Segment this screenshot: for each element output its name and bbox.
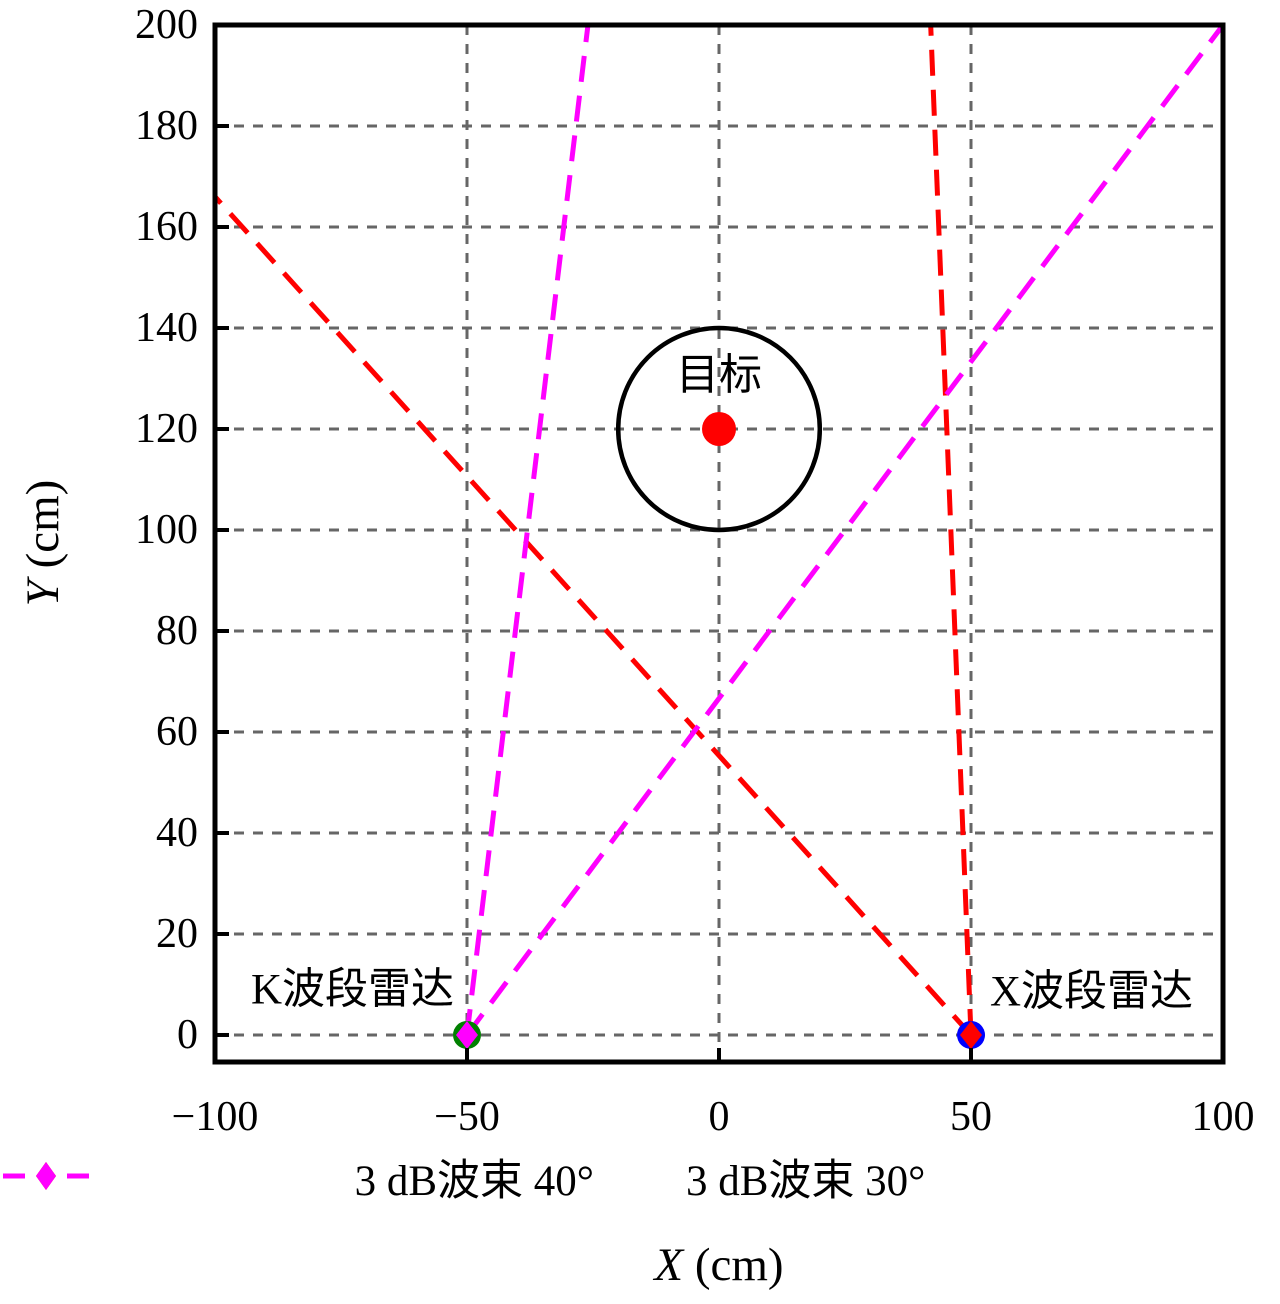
k-band-radar-label: K波段雷达	[251, 966, 454, 1013]
x-axis-variable: X	[654, 1239, 684, 1291]
y-tick-label: 40	[156, 810, 198, 856]
x-tick-label: −50	[434, 1094, 500, 1140]
beam-origin-diamond-40deg	[960, 1020, 982, 1049]
legend-entry-40deg: 3 dB波束 40°	[3, 1158, 594, 1205]
legend-entry-30deg: 3 dB波束 30°	[3, 1158, 926, 1205]
y-tick-label: 160	[135, 204, 198, 250]
legend-diamond-icon	[36, 1162, 56, 1190]
y-axis-unit: (cm)	[17, 479, 70, 569]
y-axis-variable: Y	[17, 580, 70, 607]
target-circle	[615, 325, 823, 533]
target-label: 目标	[676, 352, 762, 399]
x-tick-label: 100	[1192, 1094, 1255, 1140]
beam-line-40deg	[213, 195, 973, 1037]
x-axis-unit: (cm)	[694, 1239, 784, 1291]
beam-line-30deg	[464, 23, 1226, 1037]
y-tick-label: 140	[135, 305, 198, 351]
legend-line-sample	[3, 1162, 89, 1190]
y-tick-label: 200	[135, 2, 198, 48]
y-tick-label: 180	[135, 103, 198, 149]
legend-label: 3 dB波束 40°	[354, 1158, 594, 1205]
beam-line-40deg	[928, 24, 974, 1036]
x-axis-title: X (cm)	[215, 1239, 1223, 1292]
beam-line-30deg	[464, 24, 591, 1036]
y-tick-label: 60	[156, 709, 198, 755]
x-tick-label: 50	[950, 1094, 992, 1140]
legend: 3 dB波束 40° 3 dB波束 30°	[0, 1160, 1280, 1203]
legend-label: 3 dB波束 30°	[686, 1158, 926, 1205]
x-tick-label: 0	[709, 1094, 730, 1140]
y-tick-label: 20	[156, 911, 198, 957]
y-tick-label: 100	[135, 507, 198, 553]
y-axis-title: Y (cm)	[17, 479, 70, 607]
beam-origin-diamond-30deg	[456, 1020, 478, 1049]
y-tick-label: 120	[135, 406, 198, 452]
x-band-radar-label: X波段雷达	[990, 968, 1193, 1015]
y-tick-label: 80	[156, 608, 198, 654]
target-marker	[702, 411, 736, 446]
x-tick-label: −100	[172, 1094, 259, 1140]
y-tick-label: 0	[177, 1012, 198, 1058]
